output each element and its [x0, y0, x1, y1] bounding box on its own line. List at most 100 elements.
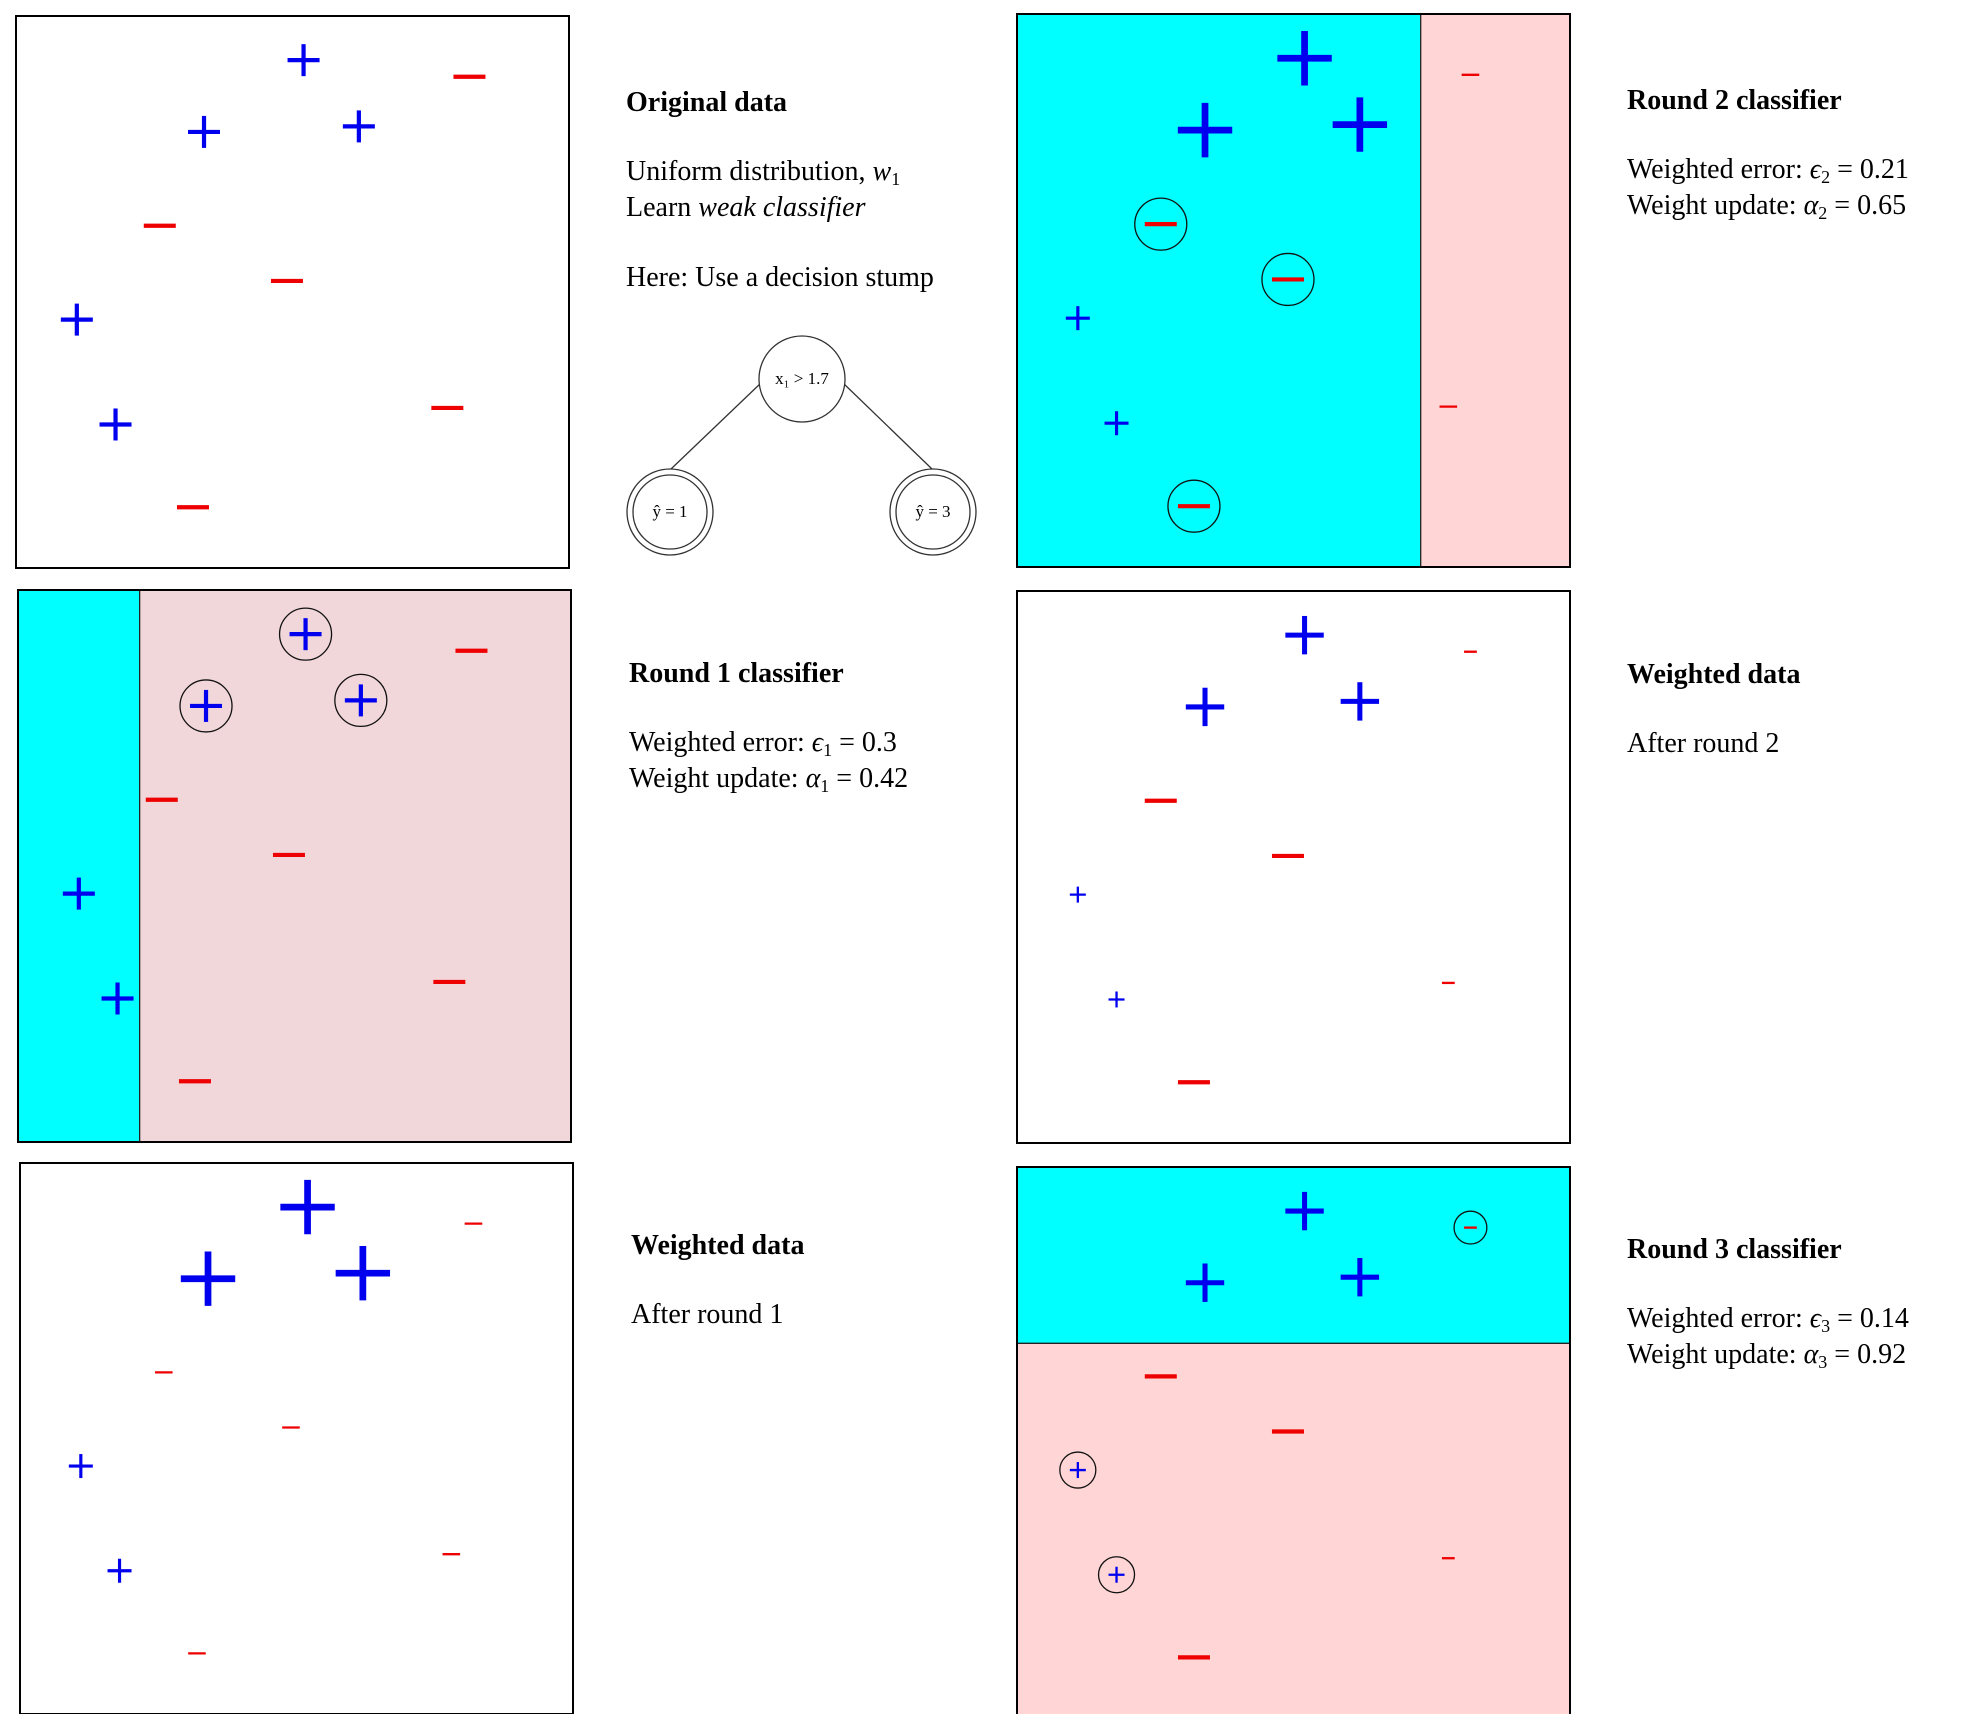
caption-math: w [872, 156, 892, 187]
caption-text: Weighted error: [1627, 154, 1810, 185]
weight-update-line: Weight update: α2 = 0.65 [1627, 188, 1909, 224]
positive-point [335, 1246, 391, 1301]
region-high [1420, 14, 1570, 567]
caption-math: ϵ [811, 727, 824, 758]
weight-update-line: Weight update: α1 = 0.42 [629, 761, 908, 797]
positive-point [1340, 682, 1380, 721]
positive-point [1065, 306, 1090, 331]
caption-line: Learn weak classifier [626, 190, 934, 226]
panel-round1 [17, 589, 572, 1143]
positive-point [289, 618, 322, 651]
misclassified-circle [179, 679, 233, 733]
caption-value: = 0.21 [1830, 154, 1909, 185]
misclassified-circle [1097, 1556, 1136, 1594]
caption-math: α [1803, 1339, 1819, 1370]
panel-round2 [1016, 13, 1571, 568]
positive-point [280, 1179, 335, 1235]
misclassified-circle [334, 673, 388, 728]
tree-root-node [758, 335, 846, 423]
tree-right-leaf-inner [895, 474, 971, 550]
caption-subscript: 1 [823, 740, 833, 760]
positive-point [344, 684, 377, 717]
panel-weighted1 [19, 1162, 574, 1714]
positive-point [1177, 102, 1233, 158]
misclassified-circle [1134, 197, 1188, 251]
positive-point [1108, 1566, 1125, 1583]
panel-background [20, 1163, 573, 1714]
panel-border [17, 589, 572, 1143]
caption-subscript: 1 [891, 169, 901, 189]
weight-update-line: Weight update: α3 = 0.92 [1627, 1337, 1909, 1373]
caption-text: Weight update: [629, 763, 806, 794]
positive-point [287, 44, 320, 77]
misclassified-circle [1059, 1451, 1097, 1489]
caption-value: = 0.92 [1827, 1339, 1907, 1370]
positive-point [180, 1251, 236, 1306]
caption-subscript: 3 [1821, 1316, 1831, 1336]
caption-value: = 0.65 [1827, 190, 1907, 221]
tree-left-leaf-label: ŷ = 1 [652, 502, 688, 521]
misclassified-circle [278, 607, 333, 661]
positive-point [1285, 1191, 1324, 1231]
panel-original [15, 15, 570, 569]
positive-point [62, 877, 95, 910]
positive-point [60, 303, 93, 336]
panel-border [15, 15, 570, 569]
positive-point [1285, 615, 1324, 655]
panel-background [16, 16, 569, 568]
positive-point [1332, 97, 1388, 152]
caption-value: = 0.14 [1830, 1303, 1909, 1334]
positive-point [107, 1558, 132, 1583]
misclassified-circle [1167, 479, 1221, 533]
caption-round1: Round 1 classifier Weighted error: ϵ1 = … [629, 657, 908, 797]
caption-text: Weight update: [1627, 1339, 1804, 1370]
caption-title: Weighted data [1627, 659, 1801, 690]
tree-edge-left [670, 381, 763, 470]
positive-point [190, 689, 223, 722]
region-low [1017, 14, 1421, 567]
panel-border [1016, 590, 1571, 1144]
positive-point [1340, 1258, 1380, 1297]
caption-math: ϵ [1809, 1303, 1822, 1334]
caption-emphasis: weak classifier [698, 192, 866, 223]
caption-math: α [805, 763, 821, 794]
decision-stump-tree [626, 335, 977, 556]
positive-point [1108, 991, 1125, 1008]
tree-left-leaf-inner [632, 474, 708, 550]
caption-line: Here: Use a decision stump [626, 262, 934, 293]
region-low [1017, 1343, 1570, 1714]
panel-border [19, 1162, 574, 1714]
positive-point [101, 982, 134, 1015]
weighted-error-line: Weighted error: ϵ3 = 0.14 [1627, 1301, 1909, 1337]
caption-title: Round 2 classifier [1627, 85, 1842, 116]
tree-right-leaf-label: ŷ = 3 [915, 502, 951, 521]
caption-title: Original data [626, 87, 788, 118]
tree-left-leaf-outer [626, 468, 714, 556]
caption-text: Weighted error: [629, 727, 812, 758]
caption-text: Uniform distribution, [626, 156, 873, 187]
positive-point [1104, 411, 1129, 436]
caption-text: Weighted error: [1627, 1303, 1810, 1334]
positive-point [1185, 687, 1225, 727]
caption-line: After round 1 [631, 1299, 784, 1330]
caption-round3: Round 3 classifier Weighted error: ϵ3 = … [1627, 1233, 1909, 1373]
positive-point [342, 110, 375, 143]
panel-round3 [1016, 1166, 1571, 1714]
panel-weighted2 [1016, 590, 1571, 1144]
region-high [139, 590, 571, 1142]
tree-edge-right [841, 381, 933, 470]
caption-subscript: 1 [820, 776, 830, 796]
positive-point [1185, 1263, 1225, 1302]
misclassified-circle [1261, 252, 1315, 307]
weighted-error-line: Weighted error: ϵ1 = 0.3 [629, 725, 908, 761]
positive-point [1069, 886, 1086, 903]
caption-title: Weighted data [631, 1230, 805, 1261]
caption-text: Weight update: [1627, 190, 1804, 221]
panel-border [1016, 13, 1571, 568]
caption-title: Round 1 classifier [629, 658, 844, 689]
caption-round2: Round 2 classifier Weighted error: ϵ2 = … [1627, 84, 1909, 224]
positive-point [188, 115, 221, 148]
region-high [1017, 1167, 1570, 1344]
